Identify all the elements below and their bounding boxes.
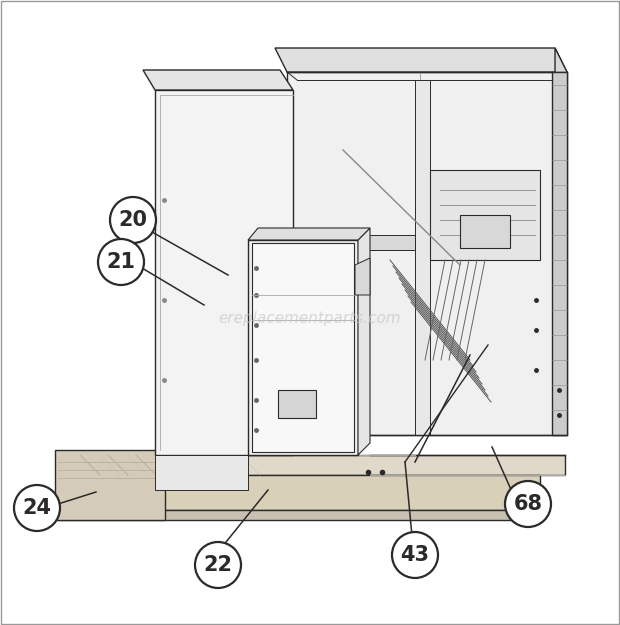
Text: 68: 68 — [513, 494, 542, 514]
Circle shape — [505, 481, 551, 527]
Polygon shape — [555, 48, 567, 435]
Polygon shape — [248, 240, 358, 455]
Polygon shape — [415, 80, 430, 435]
Text: ereplacementparts.com: ereplacementparts.com — [219, 311, 401, 326]
Text: 20: 20 — [118, 210, 148, 230]
Text: 24: 24 — [22, 498, 51, 518]
Circle shape — [110, 197, 156, 243]
Polygon shape — [248, 228, 370, 240]
Polygon shape — [58, 455, 565, 475]
Polygon shape — [355, 258, 370, 295]
Polygon shape — [358, 228, 370, 455]
Polygon shape — [275, 48, 567, 72]
Circle shape — [98, 239, 144, 285]
Polygon shape — [460, 215, 510, 248]
Polygon shape — [430, 170, 540, 260]
Circle shape — [392, 532, 438, 578]
Circle shape — [14, 485, 60, 531]
Polygon shape — [143, 70, 293, 90]
Text: 22: 22 — [203, 555, 232, 575]
Polygon shape — [155, 90, 293, 455]
Circle shape — [195, 542, 241, 588]
Text: 43: 43 — [401, 545, 430, 565]
Polygon shape — [55, 450, 165, 520]
Polygon shape — [552, 72, 567, 435]
Polygon shape — [278, 390, 316, 418]
Polygon shape — [155, 455, 248, 490]
Text: 21: 21 — [107, 252, 136, 272]
Polygon shape — [58, 510, 540, 520]
Polygon shape — [252, 243, 354, 452]
Polygon shape — [58, 475, 540, 510]
Polygon shape — [287, 235, 415, 250]
Polygon shape — [287, 72, 567, 435]
